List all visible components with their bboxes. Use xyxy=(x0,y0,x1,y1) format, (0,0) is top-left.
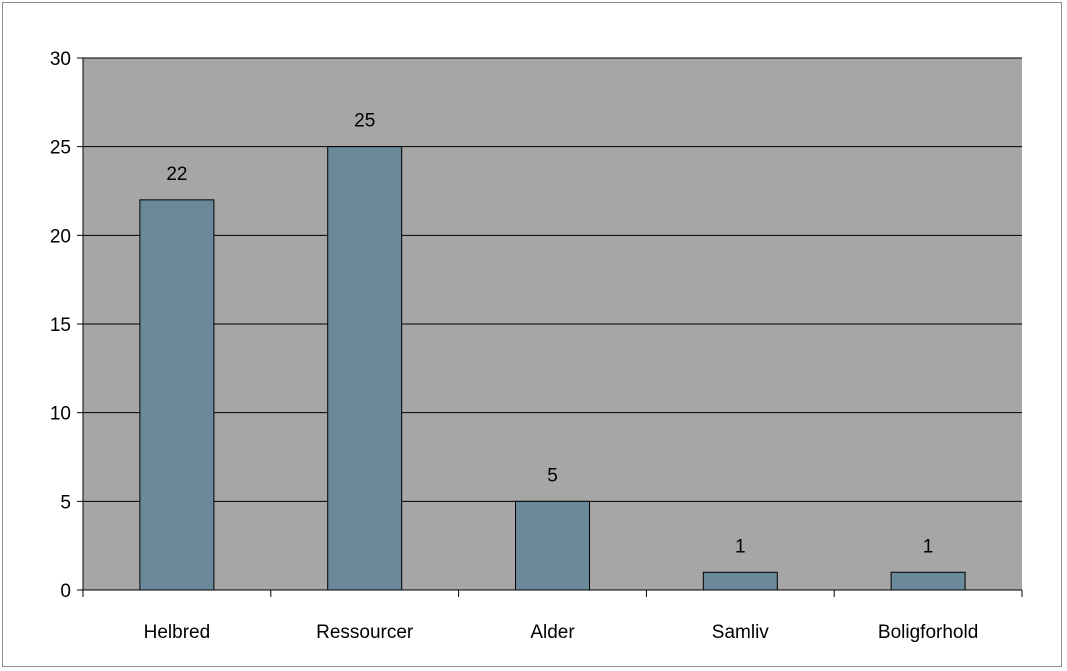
y-tick-label: 30 xyxy=(50,49,71,70)
data-label: 25 xyxy=(354,111,375,132)
y-tick-label: 5 xyxy=(60,492,71,513)
y-axis-tick-labels: 0 5 10 15 20 25 30 xyxy=(50,49,71,602)
category-label: Samliv xyxy=(712,622,770,643)
data-labels: 22 25 5 1 1 xyxy=(166,111,933,558)
bar-alder xyxy=(515,500,590,591)
bars xyxy=(139,146,966,591)
category-label: Alder xyxy=(530,622,575,643)
bar-ressourcer xyxy=(327,146,403,591)
data-label: 5 xyxy=(547,465,558,486)
y-tick-label: 0 xyxy=(60,581,71,602)
bar-helbred xyxy=(139,199,215,591)
y-tick-label: 15 xyxy=(50,315,71,336)
bar-boligforhold xyxy=(890,571,966,591)
y-tick-label: 20 xyxy=(50,226,71,247)
category-label: Boligforhold xyxy=(878,622,978,643)
data-label: 1 xyxy=(923,536,934,557)
data-label: 1 xyxy=(735,536,746,557)
data-label: 22 xyxy=(166,164,187,185)
x-axis xyxy=(82,58,1023,597)
y-tick-label: 25 xyxy=(50,138,71,159)
category-label: Ressourcer xyxy=(316,622,414,643)
x-axis-category-labels: Helbred Ressourcer Alder Samliv Boligforhold xyxy=(144,622,979,643)
category-label: Helbred xyxy=(144,622,211,643)
bar-samliv xyxy=(702,571,778,591)
y-tick-label: 10 xyxy=(50,404,71,425)
